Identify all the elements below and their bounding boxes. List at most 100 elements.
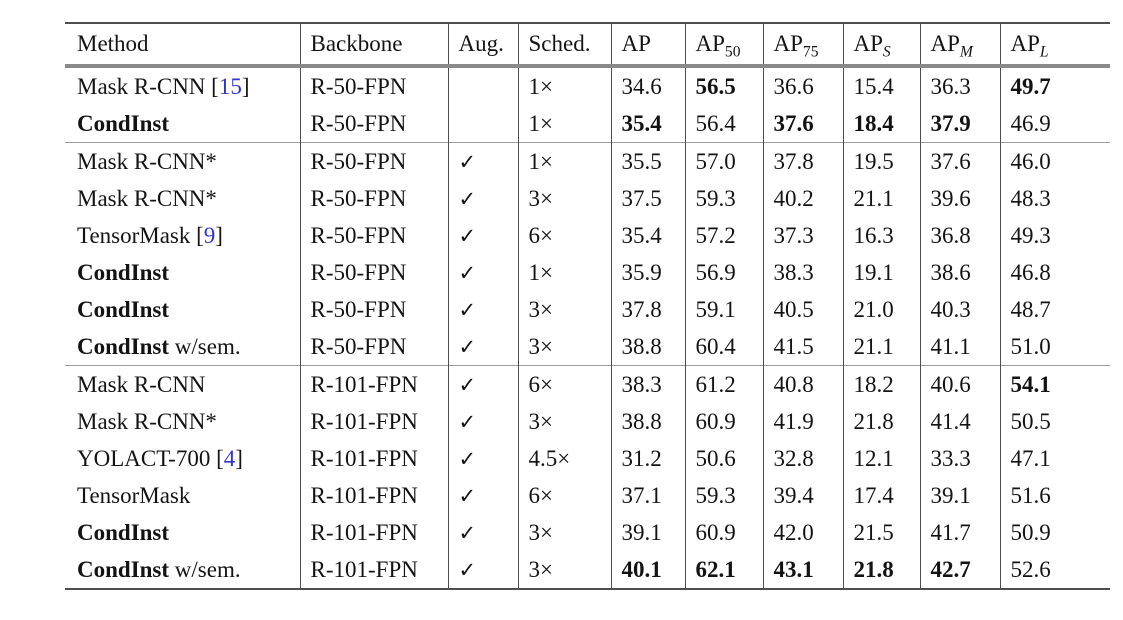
cell-apM: 40.6 [920,365,1001,403]
citation-link[interactable]: 4 [223,445,236,471]
cell-apL: 48.3 [1010,185,1051,211]
cell-method: CondInst [65,254,301,291]
cell-aug: ✓ [448,180,519,217]
table-row: YOLACT-700 [4] R-101-FPN ✓ 4.5× 31.2 50.6 32.8… [65,440,1110,477]
cell-sched: 1× [518,142,612,180]
cell-apS: 19.5 [843,142,921,180]
column-header-backbone: Backbone [300,23,449,68]
cell-aug: ✓ [448,551,519,589]
cell-ap50: 59.3 [685,477,764,514]
cell-sched: 3× [518,551,612,589]
cell-ap75: 41.5 [763,328,844,366]
method-name: TensorMask [77,482,191,508]
cell-ap: 35.4 [611,105,686,143]
citation-link[interactable]: 9 [203,222,216,248]
column-label: AP [773,31,803,56]
cell-apL: 49.7 [1010,73,1051,99]
column-header-ap50: AP50 [685,23,764,68]
cell-backbone: R-50-FPN [300,291,449,328]
cell-backbone: R-50-FPN [300,180,449,217]
cell-sched: 1× [518,66,612,105]
method-name: Mask R-CNN* [77,408,217,434]
cell-method: Mask R-CNN [15] [65,66,301,105]
method-name: Mask R-CNN [77,73,206,99]
cell-apS: 21.1 [843,328,921,366]
cell-ap50: 50.6 [685,440,764,477]
cell-backbone: R-101-FPN [300,403,449,440]
cell-ap50: 57.0 [685,142,764,180]
cell-ap50: 56.5 [685,66,764,105]
cell-ap75: 37.6 [763,105,844,143]
cell-ap75: 39.4 [763,477,844,514]
cell-backbone: R-101-FPN [300,514,449,551]
table-row: Mask R-CNN R-101-FPN ✓ 6× 38.3 61.2 40.8 18.2 40… [65,365,1110,403]
column-header-method: Method [65,23,301,68]
cell-sched: 4.5× [518,440,612,477]
cell-apS: 18.4 [843,105,921,143]
cell-ap50: 57.2 [685,217,764,254]
cell-aug [448,105,519,143]
cell-ap75: 36.6 [763,66,844,105]
cell-method: YOLACT-700 [4] [65,440,301,477]
cell-ap: 37.8 [611,291,686,328]
cell-apS: 17.4 [843,477,921,514]
cell-ap75: 42.0 [763,514,844,551]
cell-ap: 38.8 [611,328,686,366]
cell-apM: 37.9 [920,105,1001,143]
cell-apL: 48.7 [1010,296,1051,322]
cell-ap: 31.2 [611,440,686,477]
cell-sched: 3× [518,514,612,551]
cell-apL: 49.3 [1010,222,1051,248]
cell-ap50: 56.9 [685,254,764,291]
column-label: AP [853,31,883,56]
cell-method: TensorMask [65,477,301,514]
cell-backbone: R-50-FPN [300,66,449,105]
column-header-apL: APL [1000,23,1110,68]
cell-apS: 21.5 [843,514,921,551]
cell-apM: 41.7 [920,514,1001,551]
cell-ap75: 40.8 [763,365,844,403]
cell-ap75: 37.3 [763,217,844,254]
column-label: Sched. [528,31,591,56]
cell-apM: 42.7 [920,551,1001,589]
table-row: Mask R-CNN* R-50-FPN ✓ 1× 35.5 57.0 37.8 19.5 37… [65,142,1110,180]
cell-method: CondInst w/sem. [65,328,301,366]
method-name: CondInst [77,519,170,545]
cell-aug: ✓ [448,217,519,254]
cell-apM: 37.6 [920,142,1001,180]
cell-backbone: R-101-FPN [300,365,449,403]
cell-sched: 3× [518,328,612,366]
cell-method: CondInst [65,105,301,143]
cell-method: Mask R-CNN* [65,403,301,440]
table-row: CondInst R-50-FPN ✓ 3× 37.8 59.1 40.5 21.0 40.3 4… [65,291,1110,328]
cell-ap: 38.3 [611,365,686,403]
cell-aug: ✓ [448,254,519,291]
cell-apL: 46.9 [1010,110,1051,136]
cell-sched: 1× [518,105,612,143]
cell-apS: 21.8 [843,551,921,589]
cell-apL: 50.9 [1010,519,1051,545]
method-name: YOLACT-700 [77,445,211,471]
cell-aug: ✓ [448,328,519,366]
cell-apM: 39.6 [920,180,1001,217]
column-subscript: S [882,43,891,61]
cell-apL: 54.1 [1000,365,1110,403]
cell-apS: 18.2 [843,365,921,403]
column-label: Backbone [310,31,403,56]
method-name: TensorMask [77,222,191,248]
cell-ap: 39.1 [611,514,686,551]
method-name: CondInst [77,110,170,136]
header-row: Method Backbone Aug. Sched. AP AP50 AP75 APS APM… [65,23,1110,68]
cell-apL: 52.6 [1010,556,1051,582]
cell-apM: 33.3 [920,440,1001,477]
cell-ap75: 40.2 [763,180,844,217]
cell-ap: 37.5 [611,180,686,217]
method-name: Mask R-CNN* [77,148,217,174]
cell-aug [448,66,519,105]
citation-link[interactable]: 15 [218,73,242,99]
cell-ap75: 38.3 [763,254,844,291]
method-suffix: w/sem. [169,333,241,359]
table-row: CondInst R-50-FPN ✓ 1× 35.9 56.9 38.3 19.1 38.6 4… [65,254,1110,291]
cell-apL: 51.0 [1010,333,1051,359]
